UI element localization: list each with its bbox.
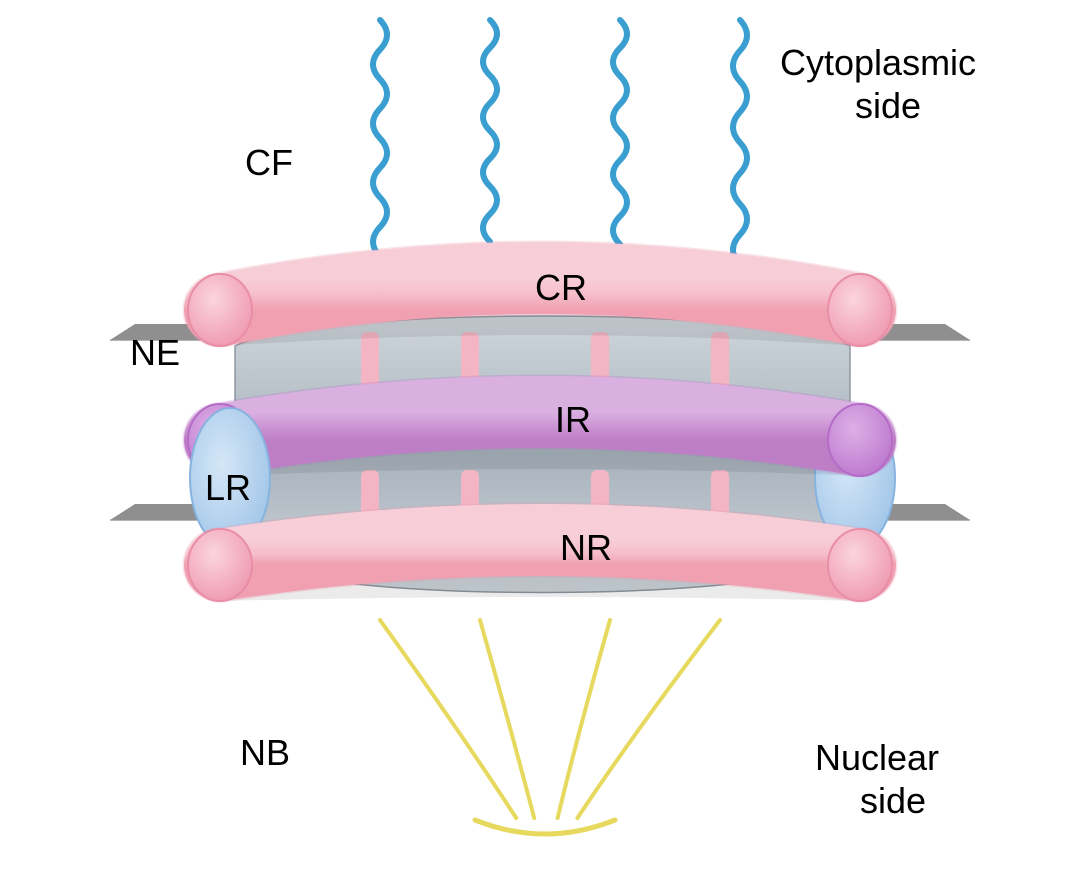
inner-ring [188,404,892,476]
basket-strand [380,620,516,818]
nuclear-pore-diagram: CFNELRCRIRNRNBCytoplasmicsideNuclearside [0,0,1080,880]
cytoplasmic-filament [373,20,387,257]
nuclear-basket [380,620,720,834]
label-ir: IR [555,399,591,440]
label-nuclear-side: side [860,780,926,821]
label-ne: NE [130,332,180,373]
label-cytoplasmic: Cytoplasmic [780,42,976,83]
basket-strand [577,620,720,818]
basket-strand [558,620,610,818]
basket-distal-ring [475,820,615,834]
cr-ring-cap-right [828,274,892,346]
basket-strand [480,620,534,818]
nr-ring-cap-right [828,529,892,601]
label-cr: CR [535,267,587,308]
label-nr: NR [560,527,612,568]
label-lr: LR [205,467,251,508]
cytoplasmic-filament [483,20,497,242]
nr-ring-cap-left [188,529,252,601]
cr-ring-cap-left [188,274,252,346]
label-cytoplasmic-side: side [855,85,921,126]
nuclear-ring [188,529,892,601]
label-cf: CF [245,142,293,183]
label-nb: NB [240,732,290,773]
cytoplasmic-filament [613,20,627,244]
label-nuclear: Nuclear [815,737,939,778]
ir-ring-cap-right [828,404,892,476]
cytoplasmic-filament [733,20,747,265]
cytoplasmic-filaments [373,20,747,265]
